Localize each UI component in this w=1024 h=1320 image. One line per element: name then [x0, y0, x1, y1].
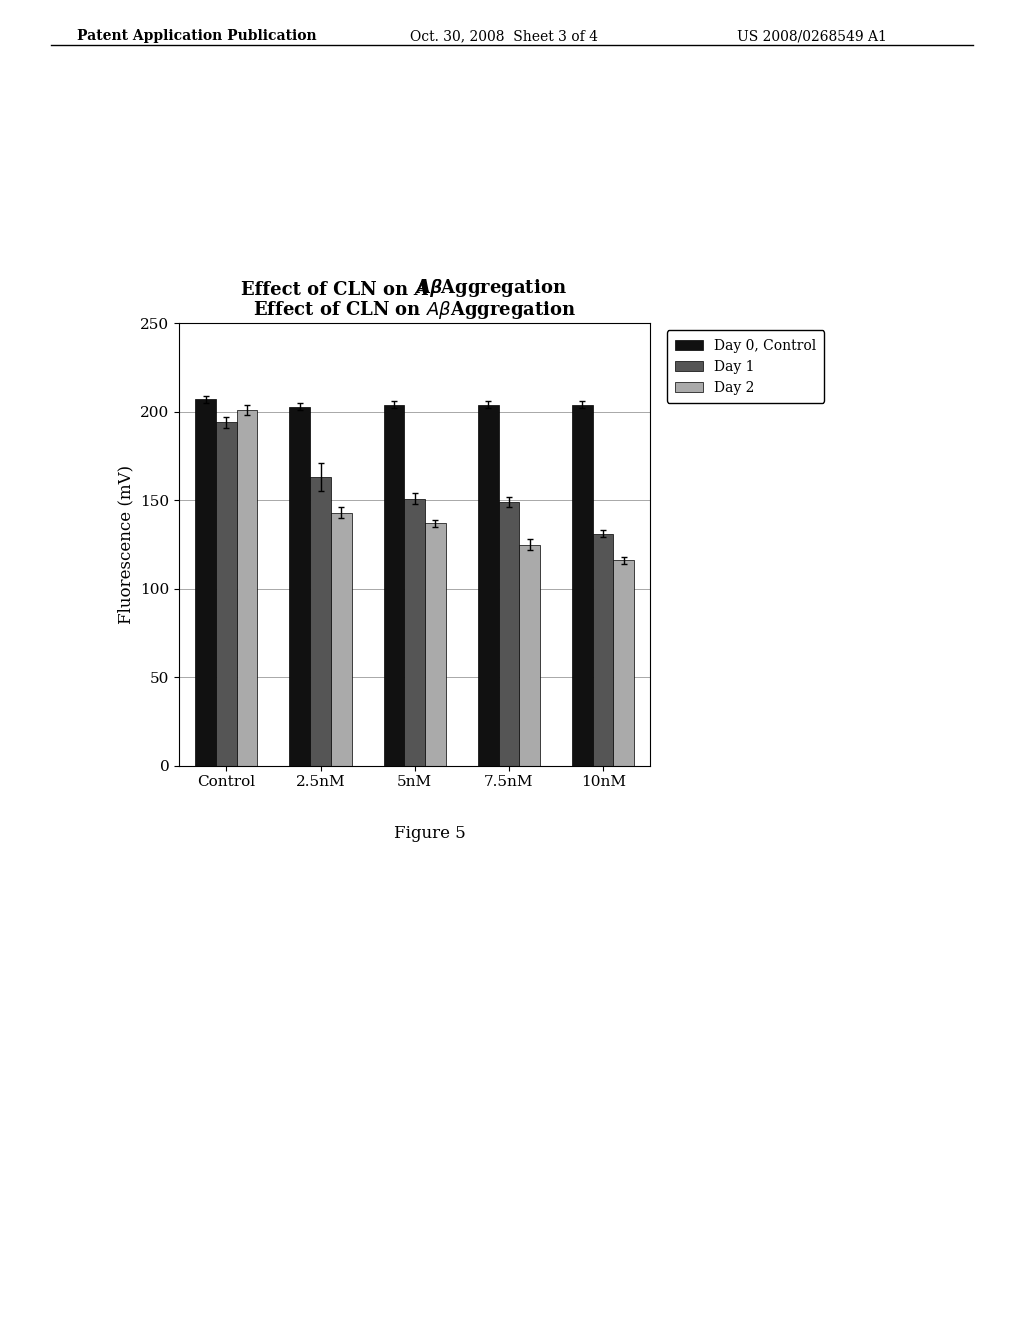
- Bar: [478, 405, 499, 766]
- Bar: [425, 523, 445, 766]
- Text: A$\beta$Aggregation: A$\beta$Aggregation: [415, 277, 566, 300]
- Text: A$\beta$: A$\beta$: [415, 277, 443, 300]
- Text: Oct. 30, 2008  Sheet 3 of 4: Oct. 30, 2008 Sheet 3 of 4: [410, 29, 598, 44]
- Text: A: A: [415, 281, 429, 300]
- Bar: [499, 502, 519, 766]
- Legend: Day 0, Control, Day 1, Day 2: Day 0, Control, Day 1, Day 2: [667, 330, 824, 403]
- Text: Figure 5: Figure 5: [394, 825, 466, 842]
- Bar: [196, 400, 216, 766]
- Text: Effect of CLN on: Effect of CLN on: [242, 281, 415, 300]
- Bar: [384, 405, 404, 766]
- Bar: [216, 422, 237, 766]
- Bar: [519, 544, 540, 766]
- Text: Patent Application Publication: Patent Application Publication: [77, 29, 316, 44]
- Bar: [310, 478, 331, 766]
- Title: Effect of CLN on $\mathbf{\mathit{A\beta}}$Aggregation: Effect of CLN on $\mathbf{\mathit{A\beta…: [253, 300, 577, 321]
- Bar: [572, 405, 593, 766]
- Text: US 2008/0268549 A1: US 2008/0268549 A1: [737, 29, 887, 44]
- Bar: [331, 512, 351, 766]
- Y-axis label: Fluorescence (mV): Fluorescence (mV): [118, 465, 135, 624]
- Bar: [593, 533, 613, 766]
- Bar: [290, 407, 310, 766]
- Bar: [404, 499, 425, 766]
- Bar: [613, 561, 634, 766]
- Bar: [237, 411, 257, 766]
